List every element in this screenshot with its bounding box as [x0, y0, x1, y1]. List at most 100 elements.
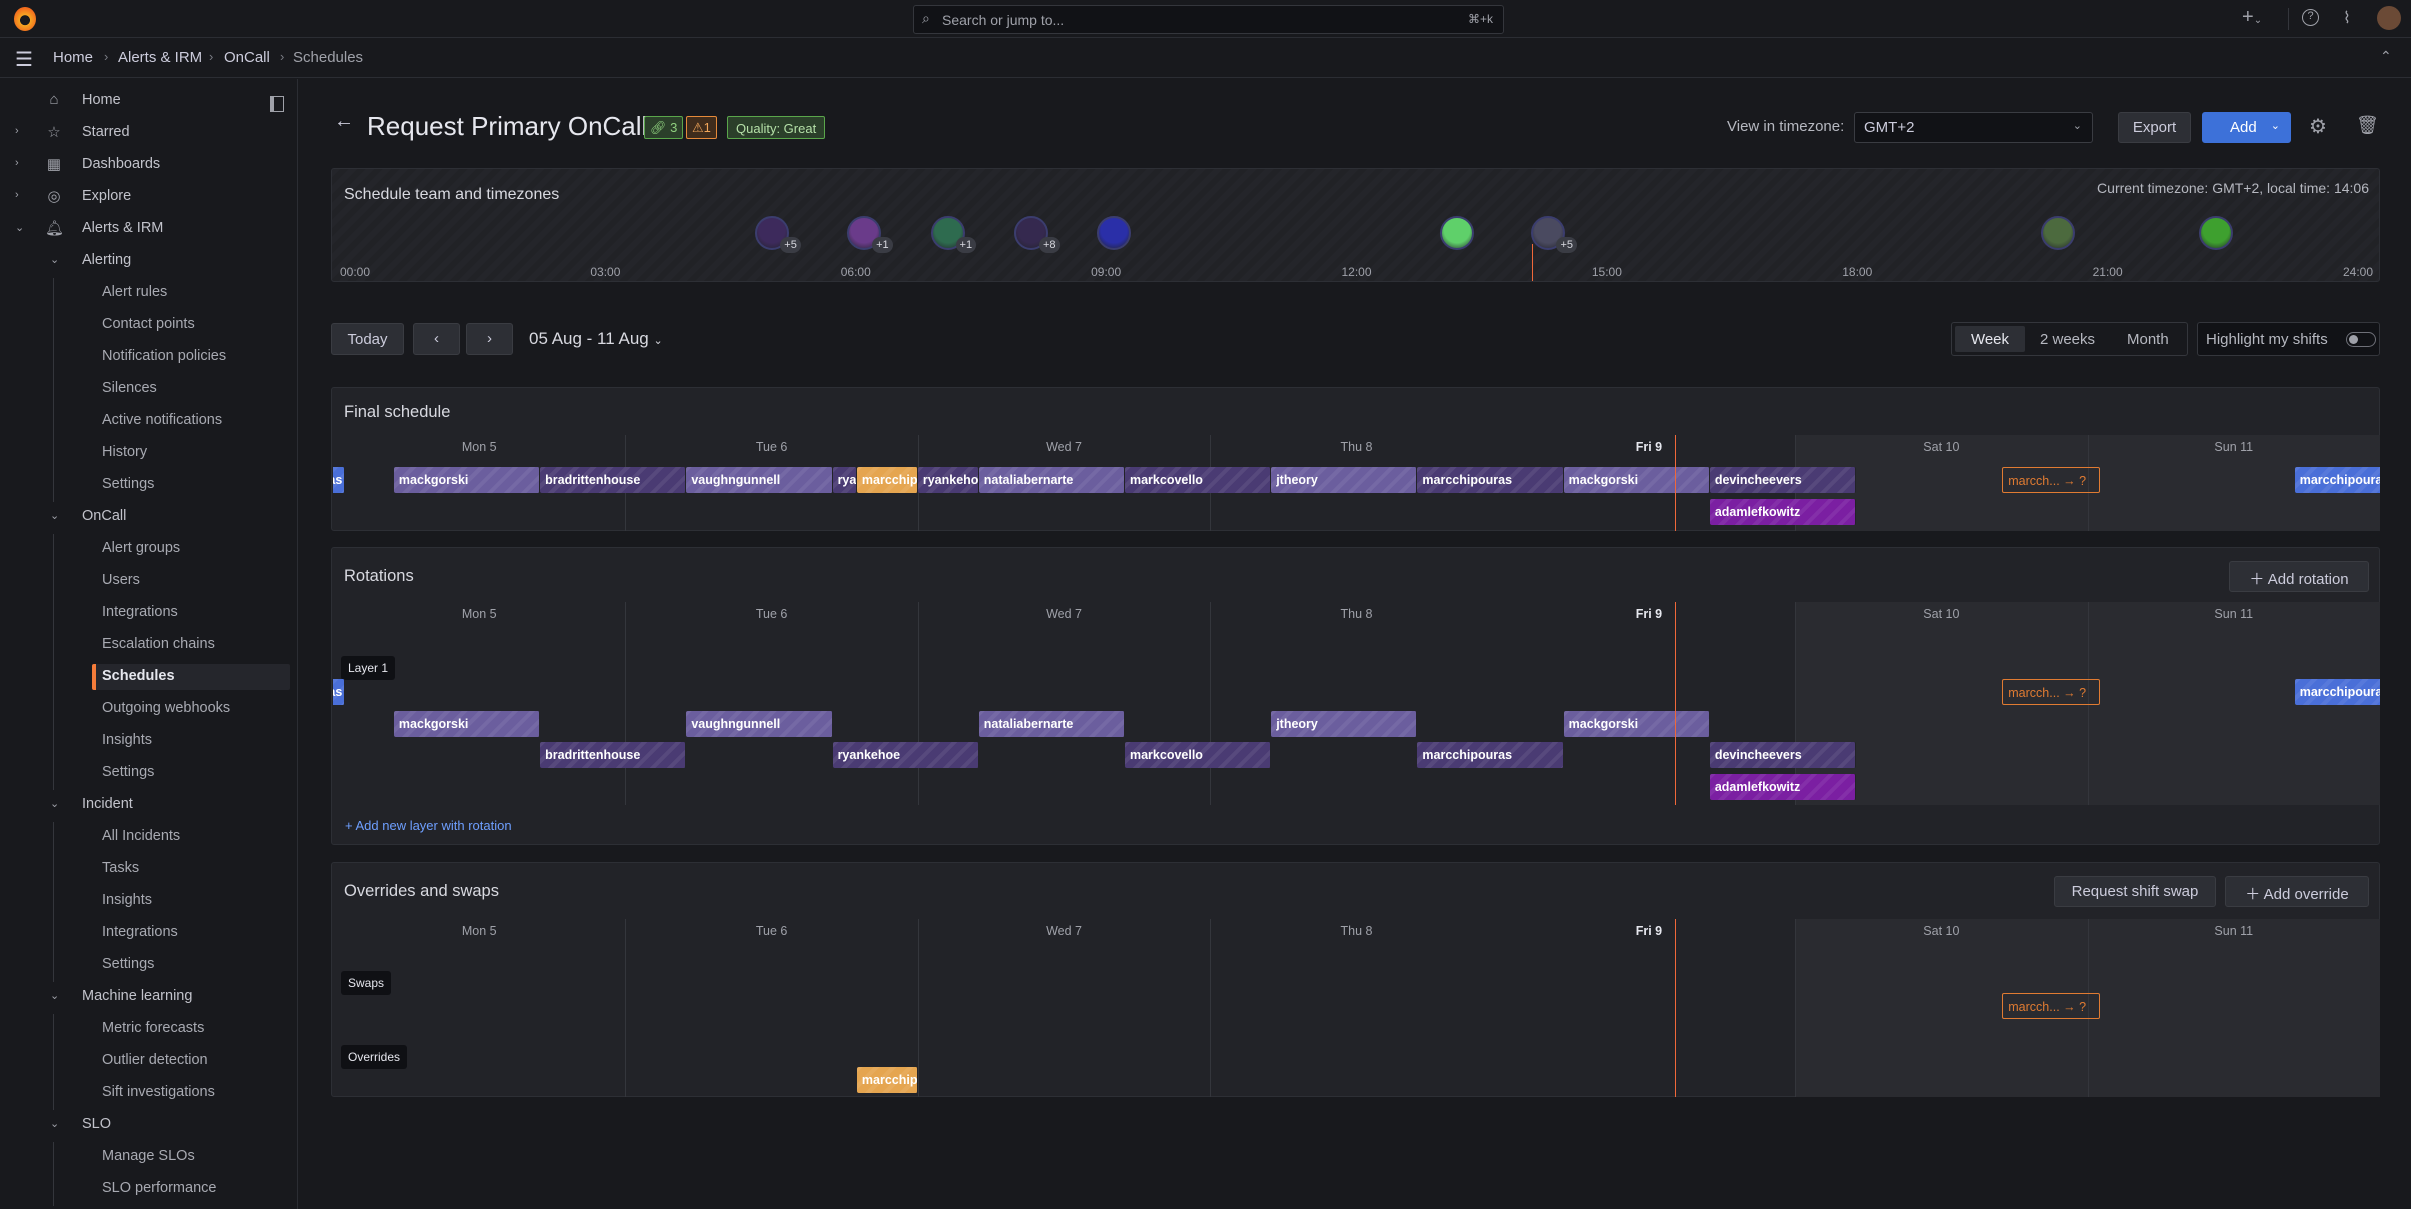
user-avatar[interactable]: [930, 216, 965, 250]
sidebar-item-explore[interactable]: Explore: [82, 188, 132, 204]
collapse-icon[interactable]: ⌃: [2380, 48, 2392, 64]
sidebar-item-active-notifications[interactable]: Active notifications: [102, 412, 223, 428]
more-users-badge[interactable]: +8: [1039, 237, 1060, 253]
sidebar-item-machine-learning[interactable]: Machine learning: [82, 988, 193, 1004]
shift-block[interactable]: vaughngunnell: [686, 467, 833, 493]
sidebar-item-home[interactable]: Home: [82, 92, 121, 108]
shift-block[interactable]: ryankehoe: [917, 467, 979, 493]
shift-block[interactable]: adamlefkowitz: [1709, 774, 1857, 800]
shift-block[interactable]: bradrittenhouse: [540, 467, 687, 493]
user-avatar[interactable]: [2377, 6, 2401, 30]
user-avatar[interactable]: [2199, 216, 2234, 250]
chevron-down-icon[interactable]: ⌄: [15, 222, 25, 234]
plus-icon[interactable]: +⌄: [2242, 6, 2263, 28]
today-button[interactable]: Today: [331, 323, 404, 355]
timezone-select[interactable]: GMT+2 ⌄: [1854, 112, 2093, 143]
warning-badge[interactable]: ⚠1: [686, 116, 717, 139]
sidebar-item-oncall[interactable]: OnCall: [82, 508, 127, 524]
sidebar-item-users[interactable]: Users: [102, 572, 140, 588]
user-avatar[interactable]: [1531, 216, 1566, 250]
view-month[interactable]: Month: [2127, 331, 2169, 348]
sidebar-item-schedules[interactable]: Schedules: [102, 668, 175, 684]
shift-block[interactable]: markcovello: [1124, 742, 1272, 768]
chevron-right-icon[interactable]: ›: [15, 125, 19, 137]
more-users-badge[interactable]: +1: [955, 237, 977, 253]
sidebar-item-manage-slos[interactable]: Manage SLOs: [102, 1148, 195, 1164]
add-layer-link[interactable]: + Add new layer with rotation: [345, 818, 512, 833]
highlight-my-shifts[interactable]: Highlight my shifts: [2197, 322, 2380, 356]
sidebar-item-alert-rules[interactable]: Alert rules: [102, 284, 168, 300]
shift-block[interactable]: jtheory: [1271, 467, 1418, 493]
trash-icon[interactable]: 🗑︎: [2356, 115, 2379, 135]
chevron-down-icon[interactable]: ⌄: [50, 1118, 60, 1130]
sidebar-item-sift-investigations[interactable]: Sift investigations: [102, 1084, 215, 1100]
sidebar-item-dashboards[interactable]: Dashboards: [82, 156, 161, 172]
sidebar-item-contact-points[interactable]: Contact points: [102, 316, 195, 332]
shift-block[interactable]: marcchipouras: [856, 1067, 918, 1093]
sidebar-item-tasks[interactable]: Tasks: [102, 860, 140, 876]
shift-swap-request[interactable]: marcch... → ?: [2002, 679, 2100, 705]
sidebar-item-alerts-irm[interactable]: Alerts & IRM: [82, 220, 164, 236]
gear-icon[interactable]: ⚙: [2309, 116, 2327, 138]
shift-block[interactable]: adamlefkowitz: [1709, 499, 1857, 525]
shift-block[interactable]: devincheevers: [1709, 742, 1857, 768]
sidebar-item-history[interactable]: History: [102, 444, 148, 460]
sidebar-item-slo-performance[interactable]: SLO performance: [102, 1180, 217, 1196]
quality-badge[interactable]: Quality: Great: [727, 116, 826, 139]
shift-block[interactable]: jtheory: [1271, 711, 1418, 737]
sidebar-item-silences[interactable]: Silences: [102, 380, 157, 396]
more-users-badge[interactable]: +5: [780, 237, 801, 253]
shift-block[interactable]: nataliabernarte: [978, 467, 1125, 493]
back-arrow-icon[interactable]: ←: [334, 110, 354, 132]
shift-block[interactable]: nataliabernarte: [978, 711, 1125, 737]
sidebar-item-settings[interactable]: Settings: [102, 956, 155, 972]
linked-badge[interactable]: 🔗︎ 3: [644, 116, 684, 139]
chevron-right-icon[interactable]: ›: [15, 157, 19, 169]
date-range-picker[interactable]: 05 Aug - 11 Aug ⌄: [529, 329, 663, 348]
user-avatar[interactable]: [1097, 216, 1132, 250]
sidebar-item-incident[interactable]: Incident: [82, 796, 133, 812]
add-rotation-button[interactable]: ＋ Add rotation: [2229, 561, 2369, 592]
shift-block[interactable]: marcchipouras: [1417, 467, 1564, 493]
chevron-down-icon[interactable]: ⌄: [50, 254, 60, 266]
sidebar-item-notification-policies[interactable]: Notification policies: [102, 348, 227, 364]
shift-block[interactable]: ryankehoe: [832, 467, 857, 493]
breadcrumb-oncall[interactable]: OnCall: [224, 49, 270, 66]
shift-block[interactable]: mackgorski: [393, 711, 541, 737]
sidebar-item-escalation-chains[interactable]: Escalation chains: [102, 636, 215, 652]
chevron-down-icon[interactable]: ⌄: [2270, 120, 2280, 132]
next-week-button[interactable]: ›: [466, 323, 513, 355]
sidebar-item-integrations[interactable]: Integrations: [102, 604, 178, 620]
sidebar-item-outgoing-webhooks[interactable]: Outgoing webhooks: [102, 700, 231, 716]
shift-block[interactable]: marcchipouras: [2294, 679, 2380, 705]
shift-block[interactable]: bradrittenhouse: [540, 742, 687, 768]
chevron-down-icon[interactable]: ⌄: [50, 990, 60, 1002]
sidebar-item-slo[interactable]: SLO: [82, 1116, 112, 1132]
user-avatar[interactable]: [1439, 216, 1474, 250]
add-override-button[interactable]: ＋ Add override: [2225, 876, 2369, 907]
user-avatar[interactable]: [2040, 216, 2075, 250]
shift-block[interactable]: mackgorski: [1563, 711, 1710, 737]
sidebar-item-settings[interactable]: Settings: [102, 476, 155, 492]
more-users-badge[interactable]: +1: [872, 237, 893, 253]
menu-icon[interactable]: ☰: [15, 49, 33, 71]
highlight-toggle[interactable]: [2346, 332, 2376, 347]
view-week[interactable]: Week: [1955, 326, 2025, 352]
request-shift-swap-button[interactable]: Request shift swap: [2054, 876, 2216, 907]
shift-block[interactable]: markcovello: [1124, 467, 1272, 493]
shift-swap-request[interactable]: marcch... → ?: [2002, 993, 2100, 1019]
shift-swap-request[interactable]: marcch... → ?: [2002, 467, 2100, 493]
sidebar-item-starred[interactable]: Starred: [82, 124, 130, 140]
chevron-down-icon[interactable]: ⌄: [50, 798, 60, 810]
breadcrumb-alerts[interactable]: Alerts & IRM: [118, 49, 203, 66]
shift-block[interactable]: mackgorski: [393, 467, 541, 493]
sidebar-item-metric-forecasts[interactable]: Metric forecasts: [102, 1020, 205, 1036]
shift-block[interactable]: marcchipouras: [2294, 467, 2380, 493]
shift-block[interactable]: mackgorski: [1563, 467, 1710, 493]
search-input[interactable]: ⌕ Search or jump to... ⌘+k: [913, 5, 1504, 34]
chevron-right-icon[interactable]: ›: [15, 189, 19, 201]
sidebar-item-insights[interactable]: Insights: [102, 892, 152, 908]
shift-block[interactable]: marcchipouras: [1417, 742, 1564, 768]
more-users-badge[interactable]: +5: [1556, 237, 1577, 253]
help-icon[interactable]: ?: [2302, 9, 2319, 26]
